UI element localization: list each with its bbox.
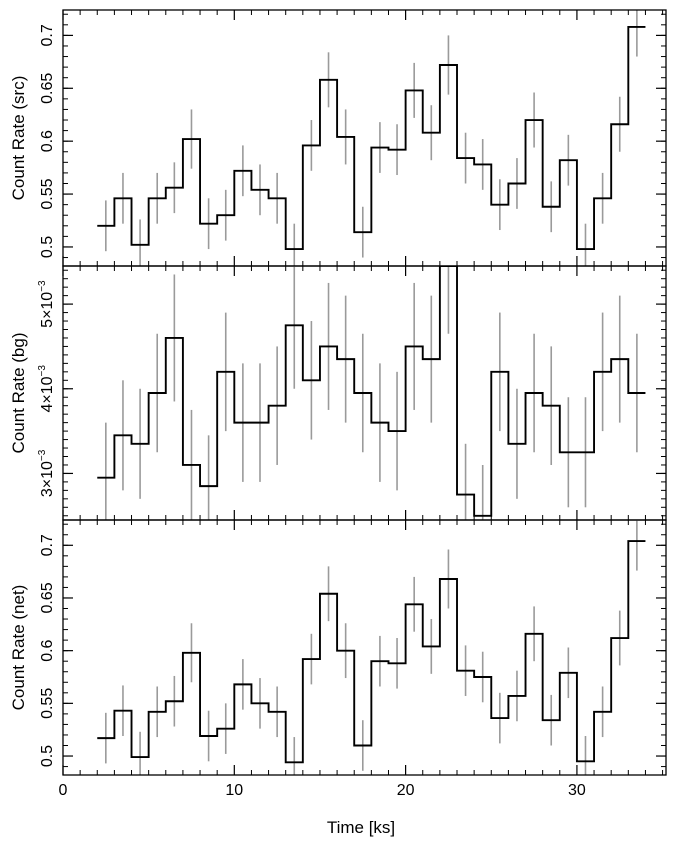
- y-tick-label-net: 0.5: [39, 745, 56, 767]
- y-tick-label-net: 0.7: [39, 534, 56, 556]
- panel-bg: 3×10−3 4×10−3 5×10−3 Count Rate (bg): [9, 265, 667, 521]
- data-marks-net: [97, 520, 646, 775]
- data-marks-src: [97, 10, 646, 266]
- step-line-bg: [97, 266, 646, 517]
- step-line-net: [97, 540, 646, 764]
- panels-group: 0.5 0.55 0.6 0.65 0.7 Count Rate (src) 3×10−3 4…: [9, 9, 667, 799]
- y-tick-label-net: 0.55: [39, 688, 56, 719]
- x-tick-label: 30: [568, 782, 586, 799]
- frame-src: [62, 9, 667, 267]
- y-tick-label-net: 0.65: [39, 582, 56, 613]
- step-line-src: [97, 25, 646, 251]
- y-tick-label-src: 0.55: [39, 178, 56, 209]
- x-axis-label: Time [ks]: [327, 818, 395, 837]
- y-tick-label-bg: 4×10−3: [37, 365, 56, 413]
- y-tick-label-bg: 3×10−3: [37, 449, 56, 497]
- x-tick-label: 0: [59, 782, 68, 799]
- y-tick-label-bg: 5×10−3: [37, 280, 56, 328]
- panel-net: 0.5 0.55 0.6 0.65 0.7 Count Rate (net) 0 10 20 30: [9, 519, 667, 799]
- y-axis-label-src: Count Rate (src): [9, 76, 28, 201]
- data-marks-bg: [97, 266, 646, 520]
- y-axis-label-bg: Count Rate (bg): [9, 333, 28, 454]
- y-tick-label-src: 0.6: [39, 130, 56, 152]
- y-tick-label-src: 0.7: [39, 24, 56, 46]
- panel-src: 0.5 0.55 0.6 0.65 0.7 Count Rate (src): [9, 9, 667, 267]
- frame-net: [62, 519, 667, 776]
- y-axis-label-net: Count Rate (net): [9, 585, 28, 711]
- x-tick-label: 20: [397, 782, 415, 799]
- y-tick-label-net: 0.6: [39, 639, 56, 661]
- y-tick-label-src: 0.5: [39, 236, 56, 258]
- x-tick-label: 10: [225, 782, 243, 799]
- y-tick-label-src: 0.65: [39, 73, 56, 104]
